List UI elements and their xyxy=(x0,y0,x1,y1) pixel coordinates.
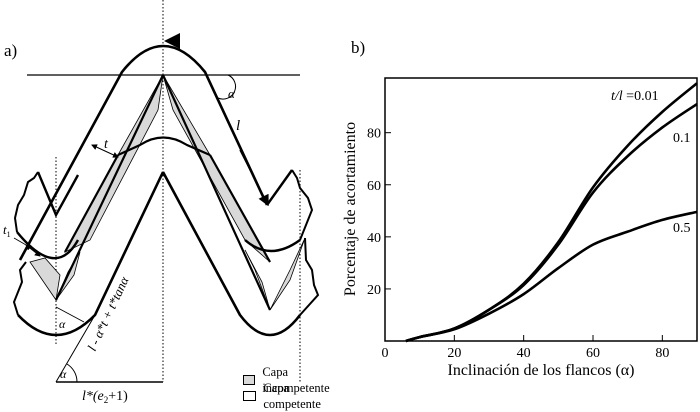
synform-lower-right xyxy=(161,171,302,337)
series-label-0.5: 0.5 xyxy=(673,221,691,236)
y-axis-label: Porcentaje de acortamiento xyxy=(342,122,359,296)
series-line-0.01 xyxy=(405,82,698,343)
legend-label-competent: Capa competente xyxy=(263,381,321,411)
hinge-normal-line xyxy=(55,306,85,323)
break-line-right-lower xyxy=(299,237,320,316)
series-label-0.01: t/l =0.01 xyxy=(611,89,659,104)
thickness-1-label: t1 xyxy=(3,222,11,239)
x-tick-label: 80 xyxy=(655,346,669,361)
x-tick-label: 20 xyxy=(447,346,461,361)
left-synform-hinge-upper xyxy=(36,171,80,218)
right-synform-hinge-upper xyxy=(266,169,293,206)
competent-swatch xyxy=(243,391,257,401)
incompetent-layer-right-hinge xyxy=(244,249,271,311)
incompetent-layer-right-hinge-2 xyxy=(269,237,306,311)
length-label: l xyxy=(236,118,240,134)
plot-frame xyxy=(384,77,698,342)
thickness-1-dimension-arrow xyxy=(25,244,41,257)
right-synform-arc xyxy=(244,239,301,253)
triangle-hypotenuse xyxy=(55,314,96,383)
series-group xyxy=(405,82,698,343)
alpha-label-base: α xyxy=(60,367,67,381)
angle-arc-base xyxy=(66,363,78,383)
series-label-0.1: 0.1 xyxy=(673,131,691,146)
right-limb-inner-edge xyxy=(161,74,272,311)
right-limb-lower-edge xyxy=(209,154,271,263)
y-tick-label: 60 xyxy=(367,179,381,194)
y-tick-label: 20 xyxy=(367,283,381,298)
legend-item-incompetent: Capa incompetente xyxy=(243,365,345,395)
left-synform-arc xyxy=(16,231,80,260)
series-line-0.5 xyxy=(405,210,698,343)
incompetent-layer-left-hinge xyxy=(29,257,61,302)
x-tick-label: 60 xyxy=(586,346,600,361)
shortening-chart-panel: b) 0 20 40 60 80 20 40 60 80 Inclinación de los… xyxy=(340,0,700,407)
shortening-chart: b) 0 20 40 60 80 20 40 60 80 Inclinación de los… xyxy=(342,38,698,379)
break-line-right-upper xyxy=(291,169,314,241)
x-axis-label: Inclinación de los flancos (α) xyxy=(448,362,635,379)
fold-diagram-panel: a) xyxy=(0,0,345,411)
break-line-left-lower xyxy=(12,261,27,316)
incompetent-swatch xyxy=(243,375,256,385)
competent-layer-inner-arc xyxy=(117,136,211,157)
break-line-left-upper xyxy=(13,171,39,233)
alpha-label-hinge: α xyxy=(59,317,66,331)
panel-b-label: b) xyxy=(351,38,365,57)
panel-a-label: a) xyxy=(4,41,17,60)
alpha-label-top: α xyxy=(228,86,236,101)
thickness-label: t xyxy=(104,137,109,152)
competent-layer-outer xyxy=(18,44,269,261)
arrow-limb-length-icon xyxy=(239,149,269,207)
fold-diagram: a) xyxy=(3,0,320,405)
legend-item-competent: Capa competente xyxy=(243,381,345,411)
legend-label-incompetent: Capa incompetente xyxy=(262,365,330,395)
synform-lower-left xyxy=(17,171,165,337)
y-tick-label: 80 xyxy=(367,127,381,142)
x-tick-label: 0 xyxy=(382,346,389,361)
left-limb-inner-edge xyxy=(55,74,164,301)
thickness-dimension-arrow xyxy=(91,144,119,158)
layer-legend: Capa incompetente Capa competente xyxy=(243,365,345,411)
left-limb-lower-edge xyxy=(64,154,119,253)
base-formula-label: l*(e2+1) xyxy=(82,389,128,405)
x-axis: 0 20 40 60 80 xyxy=(382,335,669,361)
y-axis: 20 40 60 80 xyxy=(367,127,391,298)
x-tick-label: 40 xyxy=(517,346,531,361)
y-tick-label: 40 xyxy=(367,231,381,246)
angle-arc-top xyxy=(217,74,237,100)
